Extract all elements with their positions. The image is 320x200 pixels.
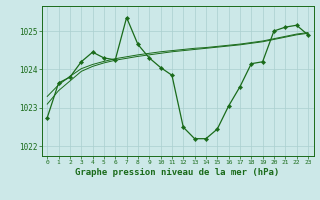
X-axis label: Graphe pression niveau de la mer (hPa): Graphe pression niveau de la mer (hPa) bbox=[76, 168, 280, 177]
